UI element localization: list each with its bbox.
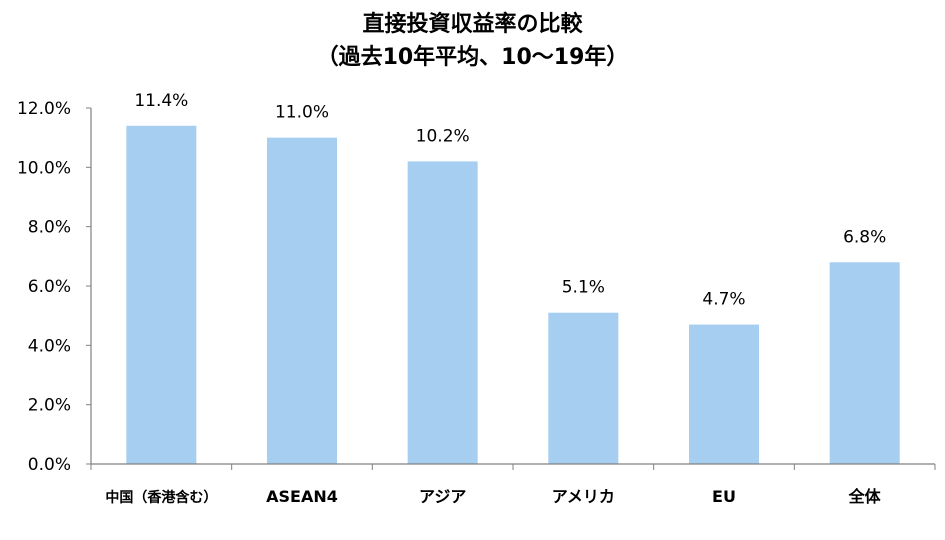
x-tick-label: アジア	[419, 487, 466, 506]
bar	[267, 137, 337, 464]
x-tick-label: ASEAN4	[266, 487, 338, 506]
y-tick-label: 12.0%	[17, 99, 71, 119]
y-tick-label: 6.0%	[28, 277, 71, 297]
x-tick-label: 全体	[848, 487, 882, 506]
y-tick-label: 8.0%	[28, 218, 71, 238]
y-tick-label: 0.0%	[28, 455, 71, 475]
data-label: 11.0%	[275, 103, 329, 123]
chart-title: 直接投資収益率の比較	[362, 12, 583, 37]
bar	[829, 262, 900, 464]
y-tick-label: 10.0%	[17, 158, 71, 178]
x-tick-label: EU	[712, 487, 736, 506]
x-tick-label: 中国（香港含む）	[105, 489, 217, 506]
x-tick-label: アメリカ	[552, 487, 615, 506]
y-tick-label: 2.0%	[28, 396, 71, 416]
data-label: 11.4%	[134, 91, 188, 111]
data-label: 4.7%	[702, 290, 745, 310]
data-label: 6.8%	[843, 227, 886, 247]
bar	[407, 161, 478, 464]
bar	[548, 312, 619, 464]
bar	[689, 324, 759, 464]
bar	[126, 125, 197, 465]
data-label: 10.2%	[416, 126, 470, 146]
chart-subtitle: （過去10年平均、10～19年）	[316, 45, 629, 70]
y-tick-label: 4.0%	[28, 336, 71, 356]
data-label: 5.1%	[562, 278, 605, 298]
